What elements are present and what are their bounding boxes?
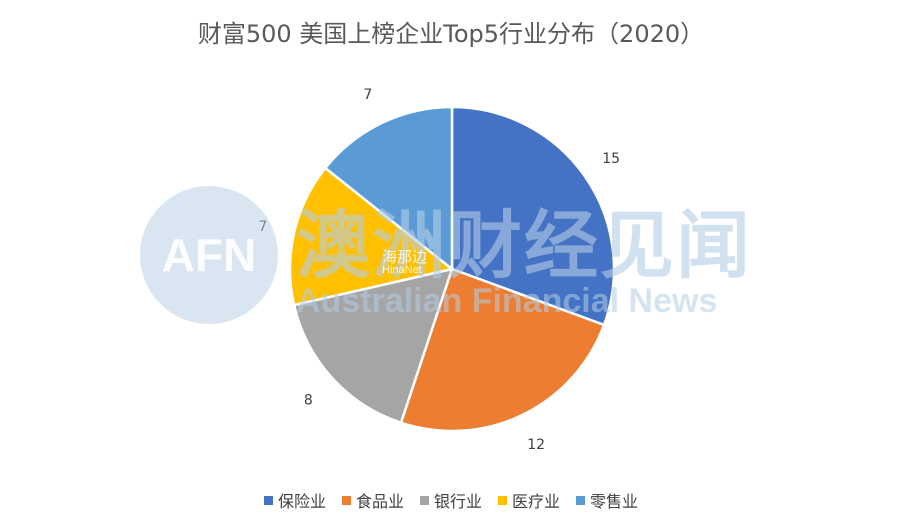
- legend-item-2: 食品业: [341, 488, 404, 512]
- legend-item-1: 保险业: [263, 488, 326, 512]
- pie-slice-3: [292, 267, 454, 425]
- chart-title: 财富500 美国上榜企业Top5行业分布（2020）: [197, 20, 705, 48]
- legend-item-3: 银行业: [419, 488, 482, 512]
- pie-slice-2: [399, 267, 606, 433]
- legend-swatch: [576, 495, 586, 505]
- data-label-3: 8: [304, 392, 313, 408]
- legend-label: 保险业: [277, 492, 326, 511]
- pie-slice-5: [323, 105, 454, 272]
- legend-label: 零售业: [590, 492, 639, 511]
- legend-swatch: [341, 495, 351, 505]
- legend-swatch: [263, 495, 273, 505]
- pie-slice-4: [288, 166, 455, 307]
- legend-swatch: [498, 495, 507, 505]
- legend-item-4: 医疗业: [498, 488, 560, 512]
- chart-legend: 保险业 食品业 银行业 医疗业 零售业: [0, 488, 902, 512]
- data-label-5: 7: [363, 87, 372, 103]
- pie-slice-1: [450, 105, 616, 327]
- legend-item-5: 零售业: [576, 488, 638, 512]
- data-label-1: 15: [602, 151, 620, 167]
- data-label-2: 12: [527, 437, 545, 453]
- legend-swatch: [419, 495, 429, 505]
- legend-label: 医疗业: [512, 492, 561, 511]
- legend-label: 银行业: [433, 492, 482, 511]
- afn-logo-watermark: AFN: [140, 186, 278, 324]
- legend-label: 食品业: [355, 492, 404, 511]
